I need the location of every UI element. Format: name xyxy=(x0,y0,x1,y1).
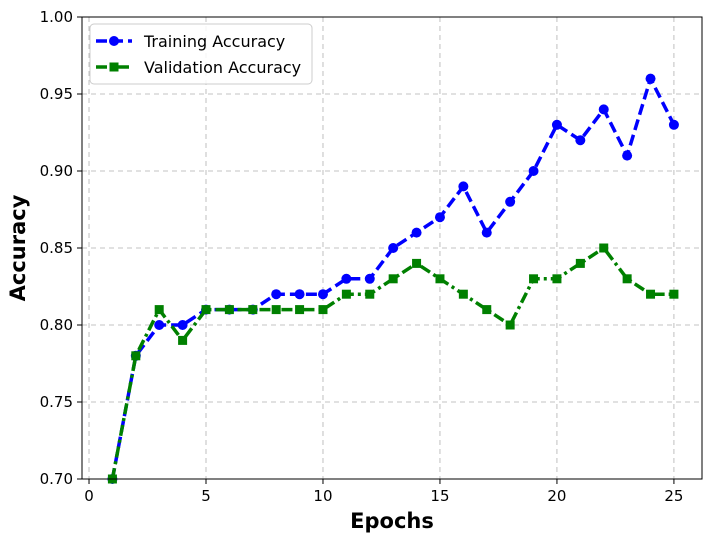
data-point xyxy=(669,289,679,299)
data-point xyxy=(482,305,492,315)
data-point xyxy=(271,289,282,300)
data-point xyxy=(434,212,445,223)
data-point xyxy=(131,351,141,361)
legend-box xyxy=(89,23,313,85)
data-point xyxy=(294,289,305,300)
data-point xyxy=(318,305,328,315)
data-point xyxy=(388,243,399,253)
x-tick-label: 10 xyxy=(313,487,332,505)
data-point xyxy=(317,289,328,300)
data-point xyxy=(154,320,165,330)
data-point xyxy=(622,150,633,161)
data-point xyxy=(411,227,422,238)
data-point xyxy=(575,258,585,268)
data-point xyxy=(622,274,632,284)
legend-label: Validation Accuracy xyxy=(144,58,301,77)
legend-label: Training Accuracy xyxy=(143,32,285,51)
y-tick-label: 0.75 xyxy=(40,393,73,411)
data-point xyxy=(481,227,492,238)
data-point xyxy=(575,135,586,146)
y-axis-label: Accuracy xyxy=(6,194,30,301)
data-point xyxy=(388,274,398,284)
data-point xyxy=(505,196,516,207)
axis-ticks: 0 5 10 15 20 25 0.70 0.75 0.80 0.85 0.90 0.95 1.00 xyxy=(40,8,684,505)
data-point xyxy=(178,335,188,345)
data-point xyxy=(364,273,375,284)
y-tick-label: 0.70 xyxy=(40,470,73,488)
data-point xyxy=(668,119,679,130)
data-point xyxy=(646,289,656,299)
data-point xyxy=(271,305,281,315)
data-point xyxy=(599,243,609,253)
y-tick-label: 1.00 xyxy=(40,8,73,26)
y-tick-label: 0.95 xyxy=(40,85,73,103)
legend: Training Accuracy Validation Accuracy xyxy=(89,23,313,85)
data-point xyxy=(248,305,258,315)
legend-item: Validation Accuracy xyxy=(96,58,301,77)
x-axis-label: Epochs xyxy=(350,509,434,533)
data-point xyxy=(341,273,352,284)
legend-marker xyxy=(109,36,119,46)
data-point xyxy=(645,73,656,84)
legend-marker xyxy=(109,62,119,72)
data-point xyxy=(201,305,211,315)
data-point xyxy=(435,274,445,284)
data-point xyxy=(177,320,188,330)
data-point xyxy=(505,320,515,330)
data-point xyxy=(528,166,539,176)
data-point xyxy=(154,305,164,315)
data-point xyxy=(295,305,305,315)
series-layer xyxy=(107,73,679,484)
data-point xyxy=(365,289,375,299)
data-point xyxy=(224,305,234,315)
y-tick-label: 0.80 xyxy=(40,316,73,334)
x-tick-label: 25 xyxy=(664,487,683,505)
x-tick-label: 15 xyxy=(430,487,449,505)
series-validation xyxy=(107,243,679,484)
legend-item: Training Accuracy xyxy=(96,32,285,51)
data-point xyxy=(529,274,539,284)
y-tick-label: 0.85 xyxy=(40,239,73,257)
data-point xyxy=(341,289,351,299)
x-tick-label: 0 xyxy=(84,487,94,505)
data-point xyxy=(412,258,422,268)
data-point xyxy=(598,104,609,115)
data-point xyxy=(552,274,562,284)
data-point xyxy=(458,181,469,192)
x-tick-label: 20 xyxy=(547,487,566,505)
data-point xyxy=(551,119,562,130)
x-tick-label: 5 xyxy=(201,487,211,505)
y-tick-label: 0.90 xyxy=(40,162,73,180)
data-point xyxy=(458,289,468,299)
